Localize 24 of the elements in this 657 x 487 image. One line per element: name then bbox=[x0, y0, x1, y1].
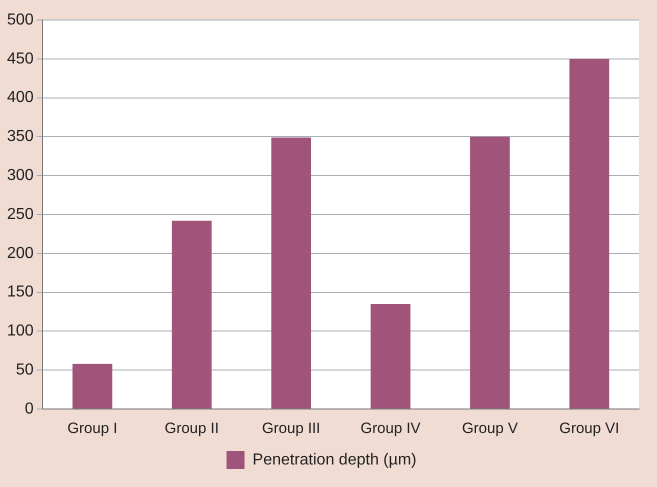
bar bbox=[72, 364, 112, 408]
bar bbox=[370, 304, 410, 408]
y-tick-label: 500 bbox=[6, 11, 34, 28]
bar bbox=[569, 58, 610, 408]
y-tick-label: 350 bbox=[6, 128, 34, 146]
x-tick-label: Group V bbox=[462, 420, 518, 438]
x-tick-label: Group I bbox=[67, 420, 118, 438]
y-tick-label: 200 bbox=[6, 244, 34, 262]
y-tick-label: 450 bbox=[6, 50, 34, 68]
bar bbox=[271, 137, 312, 408]
y-tick-label: 300 bbox=[6, 167, 34, 184]
x-tick-label: Group II bbox=[164, 420, 219, 438]
legend-label: Penetration depth (µm) bbox=[252, 451, 416, 468]
y-tick-label: 250 bbox=[6, 206, 34, 223]
y-tick-label: 150 bbox=[6, 284, 34, 301]
x-tick-label: Group IV bbox=[360, 420, 421, 438]
bar bbox=[470, 136, 510, 408]
y-tick-label: 0 bbox=[24, 400, 34, 418]
y-tick-label: 400 bbox=[6, 89, 34, 106]
x-tick-label: Group III bbox=[262, 420, 320, 438]
bar bbox=[172, 220, 212, 408]
x-tick-label: Group VI bbox=[559, 420, 620, 438]
y-tick-label: 50 bbox=[16, 362, 34, 379]
y-tick-label: 100 bbox=[6, 322, 34, 340]
